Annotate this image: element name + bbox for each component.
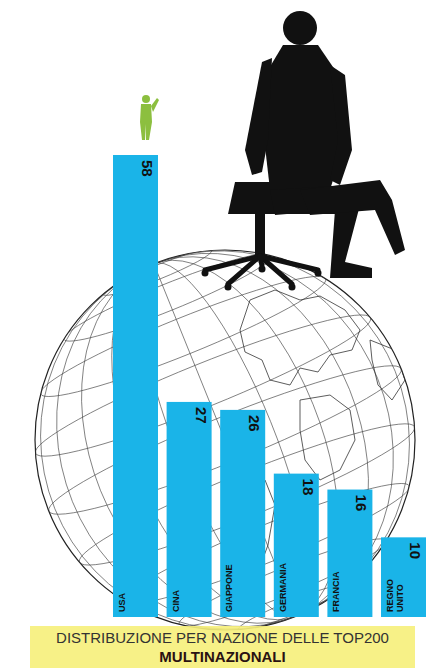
silhouette-chair-wheel xyxy=(289,284,296,291)
category-label-line: FRANCIA xyxy=(331,571,341,612)
globe-continent xyxy=(300,395,355,480)
businessman-silhouette xyxy=(202,11,406,291)
globe-grid xyxy=(0,193,446,670)
silhouette-chair-foot xyxy=(260,256,262,266)
category-label-line: UNITO xyxy=(395,584,405,612)
chart-svg: 58 USA 27 CINA 26 GIAPPONE 18 GERMANIA 16 FRANCIA… xyxy=(0,0,446,670)
category-label-line: GIAPPONE xyxy=(224,564,234,612)
globe-meridian xyxy=(0,195,446,670)
category-label-line: GERMANIA xyxy=(278,563,288,612)
title-box xyxy=(30,626,415,668)
green-figure xyxy=(140,95,159,140)
chart-title: DISTRIBUZIONE PER NAZIONE DELLE TOP200 MU… xyxy=(56,629,389,665)
silhouette-chair-foot xyxy=(228,256,260,284)
data-label: 58 xyxy=(139,160,156,177)
globe-parallel xyxy=(34,262,333,411)
category-label: GIAPPONE xyxy=(224,564,234,612)
data-label: 27 xyxy=(193,407,210,424)
silhouette-arm xyxy=(245,58,272,175)
data-label: 26 xyxy=(246,415,263,432)
category-label-line: CINA xyxy=(171,590,181,612)
chart-root: 58 USA 27 CINA 26 GIAPPONE 18 GERMANIA 16 FRANCIA… xyxy=(0,0,446,670)
category-label-line: USA xyxy=(117,592,127,612)
silhouette-chair-wheel xyxy=(315,270,322,277)
category-label: GERMANIA xyxy=(278,563,288,612)
bar xyxy=(327,490,372,617)
globe-continent xyxy=(240,290,360,385)
globe-outline xyxy=(35,250,415,630)
title-line: DISTRIBUZIONE PER NAZIONE DELLE TOP200 xyxy=(56,629,389,646)
title-line: MULTINAZIONALI xyxy=(159,648,285,665)
category-label: CINA xyxy=(171,590,181,612)
silhouette-chair-wheel xyxy=(225,284,232,291)
bar xyxy=(274,474,319,617)
silhouette-chair-column xyxy=(255,214,265,256)
globe-meridian xyxy=(29,214,420,667)
green-figure-arm xyxy=(151,98,159,112)
silhouette-chair-foot xyxy=(260,256,318,270)
category-label-line: REGNO xyxy=(385,579,395,612)
green-figure-body xyxy=(140,104,152,140)
silhouette-head xyxy=(283,11,317,45)
globe-continent xyxy=(370,340,405,400)
green-figure-head xyxy=(142,95,150,103)
bars xyxy=(113,155,426,617)
globe-parallel xyxy=(117,469,416,618)
bar xyxy=(167,402,212,617)
silhouette-arm xyxy=(330,65,352,185)
bar xyxy=(381,537,426,617)
data-label: 16 xyxy=(353,495,370,512)
data-label: 10 xyxy=(407,542,424,559)
silhouette-chair-wheel xyxy=(259,266,266,273)
globe-parallel xyxy=(59,243,276,352)
bar xyxy=(113,155,158,617)
category-label: FRANCIA xyxy=(331,571,341,612)
bar-labels: 58 USA 27 CINA 26 GIAPPONE 18 GERMANIA 16 FRANCIA… xyxy=(117,160,424,612)
silhouette-chair-wheel xyxy=(202,270,209,277)
globe-meridian xyxy=(1,202,446,670)
globe xyxy=(0,193,446,670)
data-label: 18 xyxy=(300,479,317,496)
title-emphasis: MULTINAZIONALI xyxy=(159,648,285,665)
category-label: USA xyxy=(117,592,127,612)
category-label: REGNOUNITO xyxy=(385,579,405,612)
silhouette-leg xyxy=(300,180,405,255)
bar xyxy=(220,410,265,617)
